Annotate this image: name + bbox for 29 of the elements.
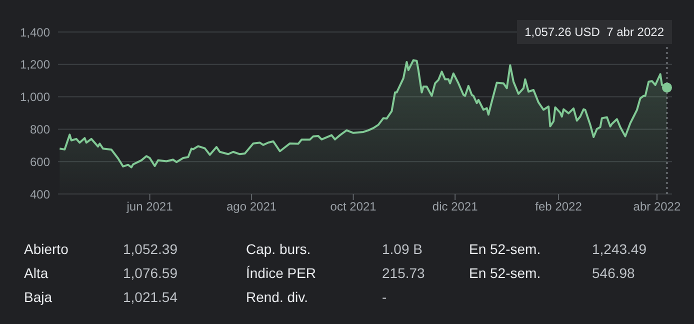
x-tick-label: dic 2021 [432, 200, 478, 214]
x-tick-label: abr 2022 [633, 200, 681, 214]
text: Abierto [24, 241, 68, 257]
y-tick-label: 1,400 [20, 25, 50, 40]
y-tick-label: 1,000 [20, 90, 50, 104]
x-tick-label: ago 2021 [226, 200, 277, 214]
y-tick-label: 1,200 [20, 58, 50, 72]
text: Alta [24, 265, 48, 281]
text: 1.09 B [382, 241, 422, 257]
text: 1,021.54 [123, 289, 178, 305]
y-tick-label: 600 [30, 154, 50, 169]
text: Índice PER [246, 265, 316, 281]
text: Cap. burs. [246, 241, 311, 257]
x-tick-label: feb 2022 [535, 200, 582, 214]
x-tick-label: oct 2021 [330, 200, 377, 214]
text: Rend. div. [246, 289, 308, 305]
text: 1,076.59 [123, 265, 178, 281]
text: 546.98 [592, 265, 635, 281]
text: - [382, 289, 387, 305]
text: 1,052.39 [123, 241, 178, 257]
y-tick-label: 800 [30, 122, 50, 136]
text: En 52-sem. [469, 265, 541, 281]
x-tick-label: jun 2021 [126, 200, 174, 214]
y-tick-label: 400 [30, 187, 50, 202]
text: En 52-sem. [469, 241, 541, 257]
annotation: 1,057.26 USD 7 abr 2022 [516, 20, 672, 44]
text: 1,243.49 [592, 241, 646, 257]
text: Baja [24, 289, 52, 305]
text: 215.73 [382, 265, 425, 281]
